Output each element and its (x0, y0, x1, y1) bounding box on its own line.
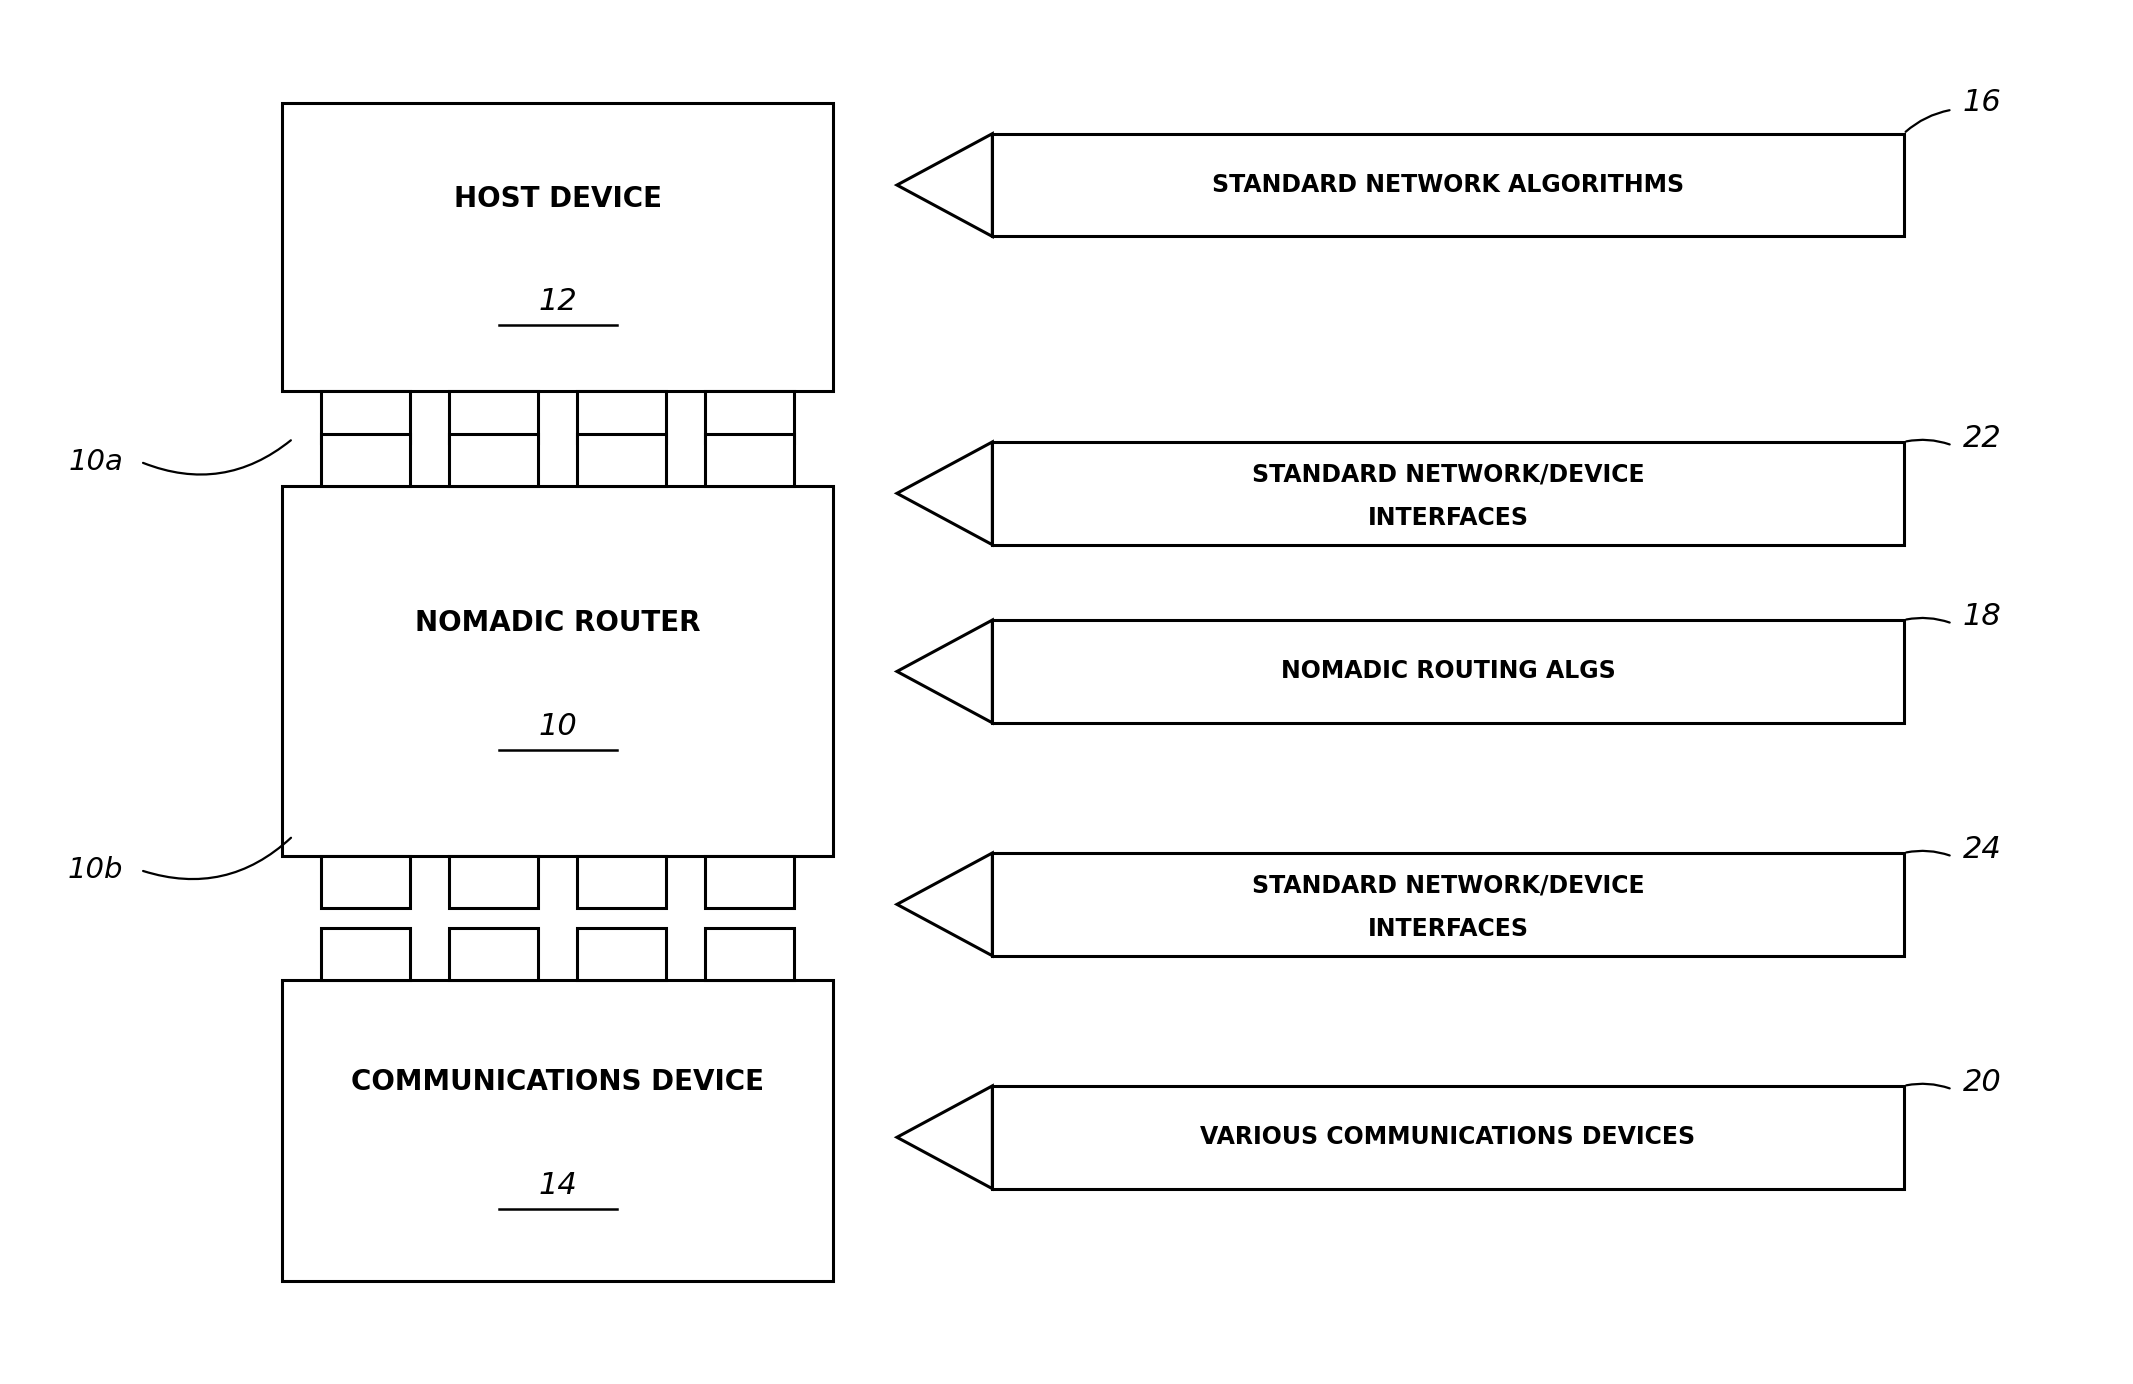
Text: NOMADIC ROUTER: NOMADIC ROUTER (416, 609, 700, 638)
Text: 14: 14 (538, 1171, 578, 1200)
Bar (992, 1086, 1903, 1189)
Text: 10b: 10b (68, 857, 124, 884)
Text: INTERFACES: INTERFACES (1367, 507, 1529, 530)
Bar (706, 927, 793, 980)
Text: COMMUNICATIONS DEVICE: COMMUNICATIONS DEVICE (352, 1068, 764, 1096)
Text: 22: 22 (1962, 424, 2001, 453)
Text: 10: 10 (538, 711, 578, 740)
Bar (706, 435, 793, 487)
Bar (322, 390, 410, 443)
Bar (322, 857, 410, 908)
Bar (322, 435, 410, 487)
Bar (992, 853, 1903, 956)
Text: HOST DEVICE: HOST DEVICE (454, 184, 661, 213)
Text: VARIOUS COMMUNICATIONS DEVICES: VARIOUS COMMUNICATIONS DEVICES (1201, 1125, 1696, 1149)
Polygon shape (898, 853, 992, 956)
Bar (282, 102, 834, 390)
Text: 10a: 10a (68, 448, 124, 476)
Polygon shape (898, 441, 992, 545)
Text: 12: 12 (538, 286, 578, 316)
Bar (282, 487, 834, 857)
Text: STANDARD NETWORK/DEVICE: STANDARD NETWORK/DEVICE (1252, 462, 1645, 486)
Text: STANDARD NETWORK/DEVICE: STANDARD NETWORK/DEVICE (1252, 873, 1645, 897)
Text: INTERFACES: INTERFACES (1367, 918, 1529, 941)
Polygon shape (898, 1086, 992, 1189)
Text: 24: 24 (1962, 835, 2001, 864)
Bar (706, 857, 793, 908)
Text: 16: 16 (1962, 89, 2001, 118)
Bar (450, 390, 538, 443)
Bar (706, 390, 793, 443)
Bar (450, 927, 538, 980)
Bar (578, 435, 665, 487)
Polygon shape (898, 134, 992, 237)
Text: STANDARD NETWORK ALGORITHMS: STANDARD NETWORK ALGORITHMS (1212, 173, 1683, 197)
Text: NOMADIC ROUTING ALGS: NOMADIC ROUTING ALGS (1280, 659, 1615, 684)
Bar (578, 390, 665, 443)
Bar (992, 134, 1903, 237)
Bar (578, 857, 665, 908)
Bar (322, 927, 410, 980)
Bar (992, 441, 1903, 545)
Bar (282, 980, 834, 1282)
Text: 18: 18 (1962, 602, 2001, 631)
Bar (450, 857, 538, 908)
Polygon shape (898, 620, 992, 722)
Text: 20: 20 (1962, 1068, 2001, 1098)
Bar (992, 620, 1903, 722)
Bar (578, 927, 665, 980)
Bar (450, 435, 538, 487)
